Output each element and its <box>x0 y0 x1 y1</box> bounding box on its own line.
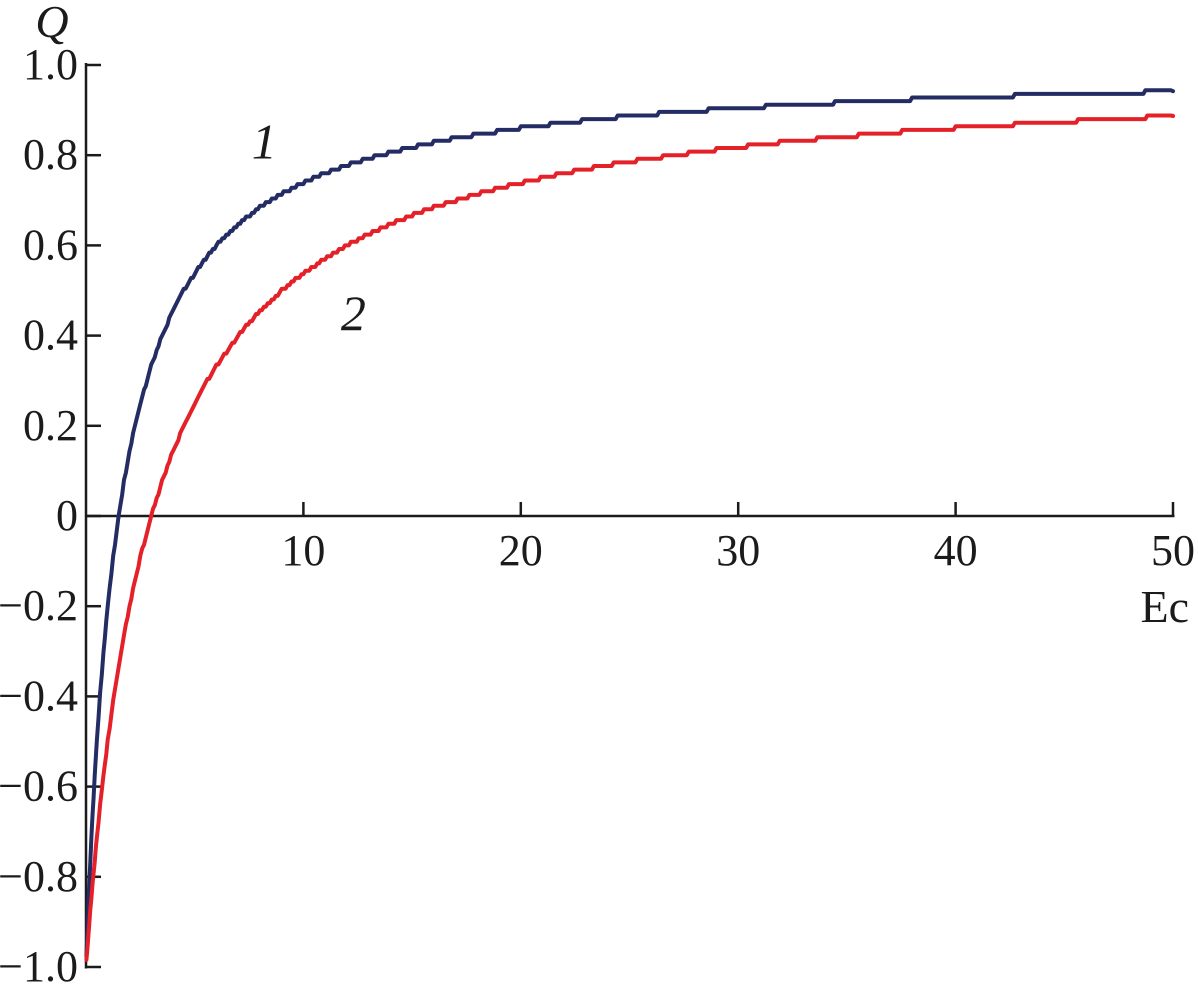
y-tick-label: 0 <box>56 491 78 540</box>
y-tick-label: −1.0 <box>0 942 78 991</box>
x-tick-label: 10 <box>281 526 325 575</box>
y-tick-label: 1.0 <box>23 40 78 89</box>
x-tick-label: 20 <box>499 526 543 575</box>
y-tick-label: −0.8 <box>0 852 78 901</box>
y-axis-title: Q <box>35 0 68 47</box>
y-tick-label: 0.2 <box>23 401 78 450</box>
x-tick-label: 40 <box>934 526 978 575</box>
y-tick-label: 0.4 <box>23 311 78 360</box>
y-tick-label: −0.6 <box>0 762 78 811</box>
x-tick-label: 30 <box>716 526 760 575</box>
x-tick-label: 50 <box>1151 526 1195 575</box>
y-tick-label: −0.4 <box>0 671 78 720</box>
curve-1 <box>84 88 1175 959</box>
x-axis-title: Ec <box>1140 581 1189 632</box>
curve-2 <box>84 113 1175 962</box>
y-tick-label: −0.2 <box>0 581 78 630</box>
y-tick-label: 0.6 <box>23 220 78 269</box>
curve-label-2: 2 <box>341 285 366 341</box>
y-tick-label: 0.8 <box>23 130 78 179</box>
curve-label-1: 1 <box>252 114 277 170</box>
